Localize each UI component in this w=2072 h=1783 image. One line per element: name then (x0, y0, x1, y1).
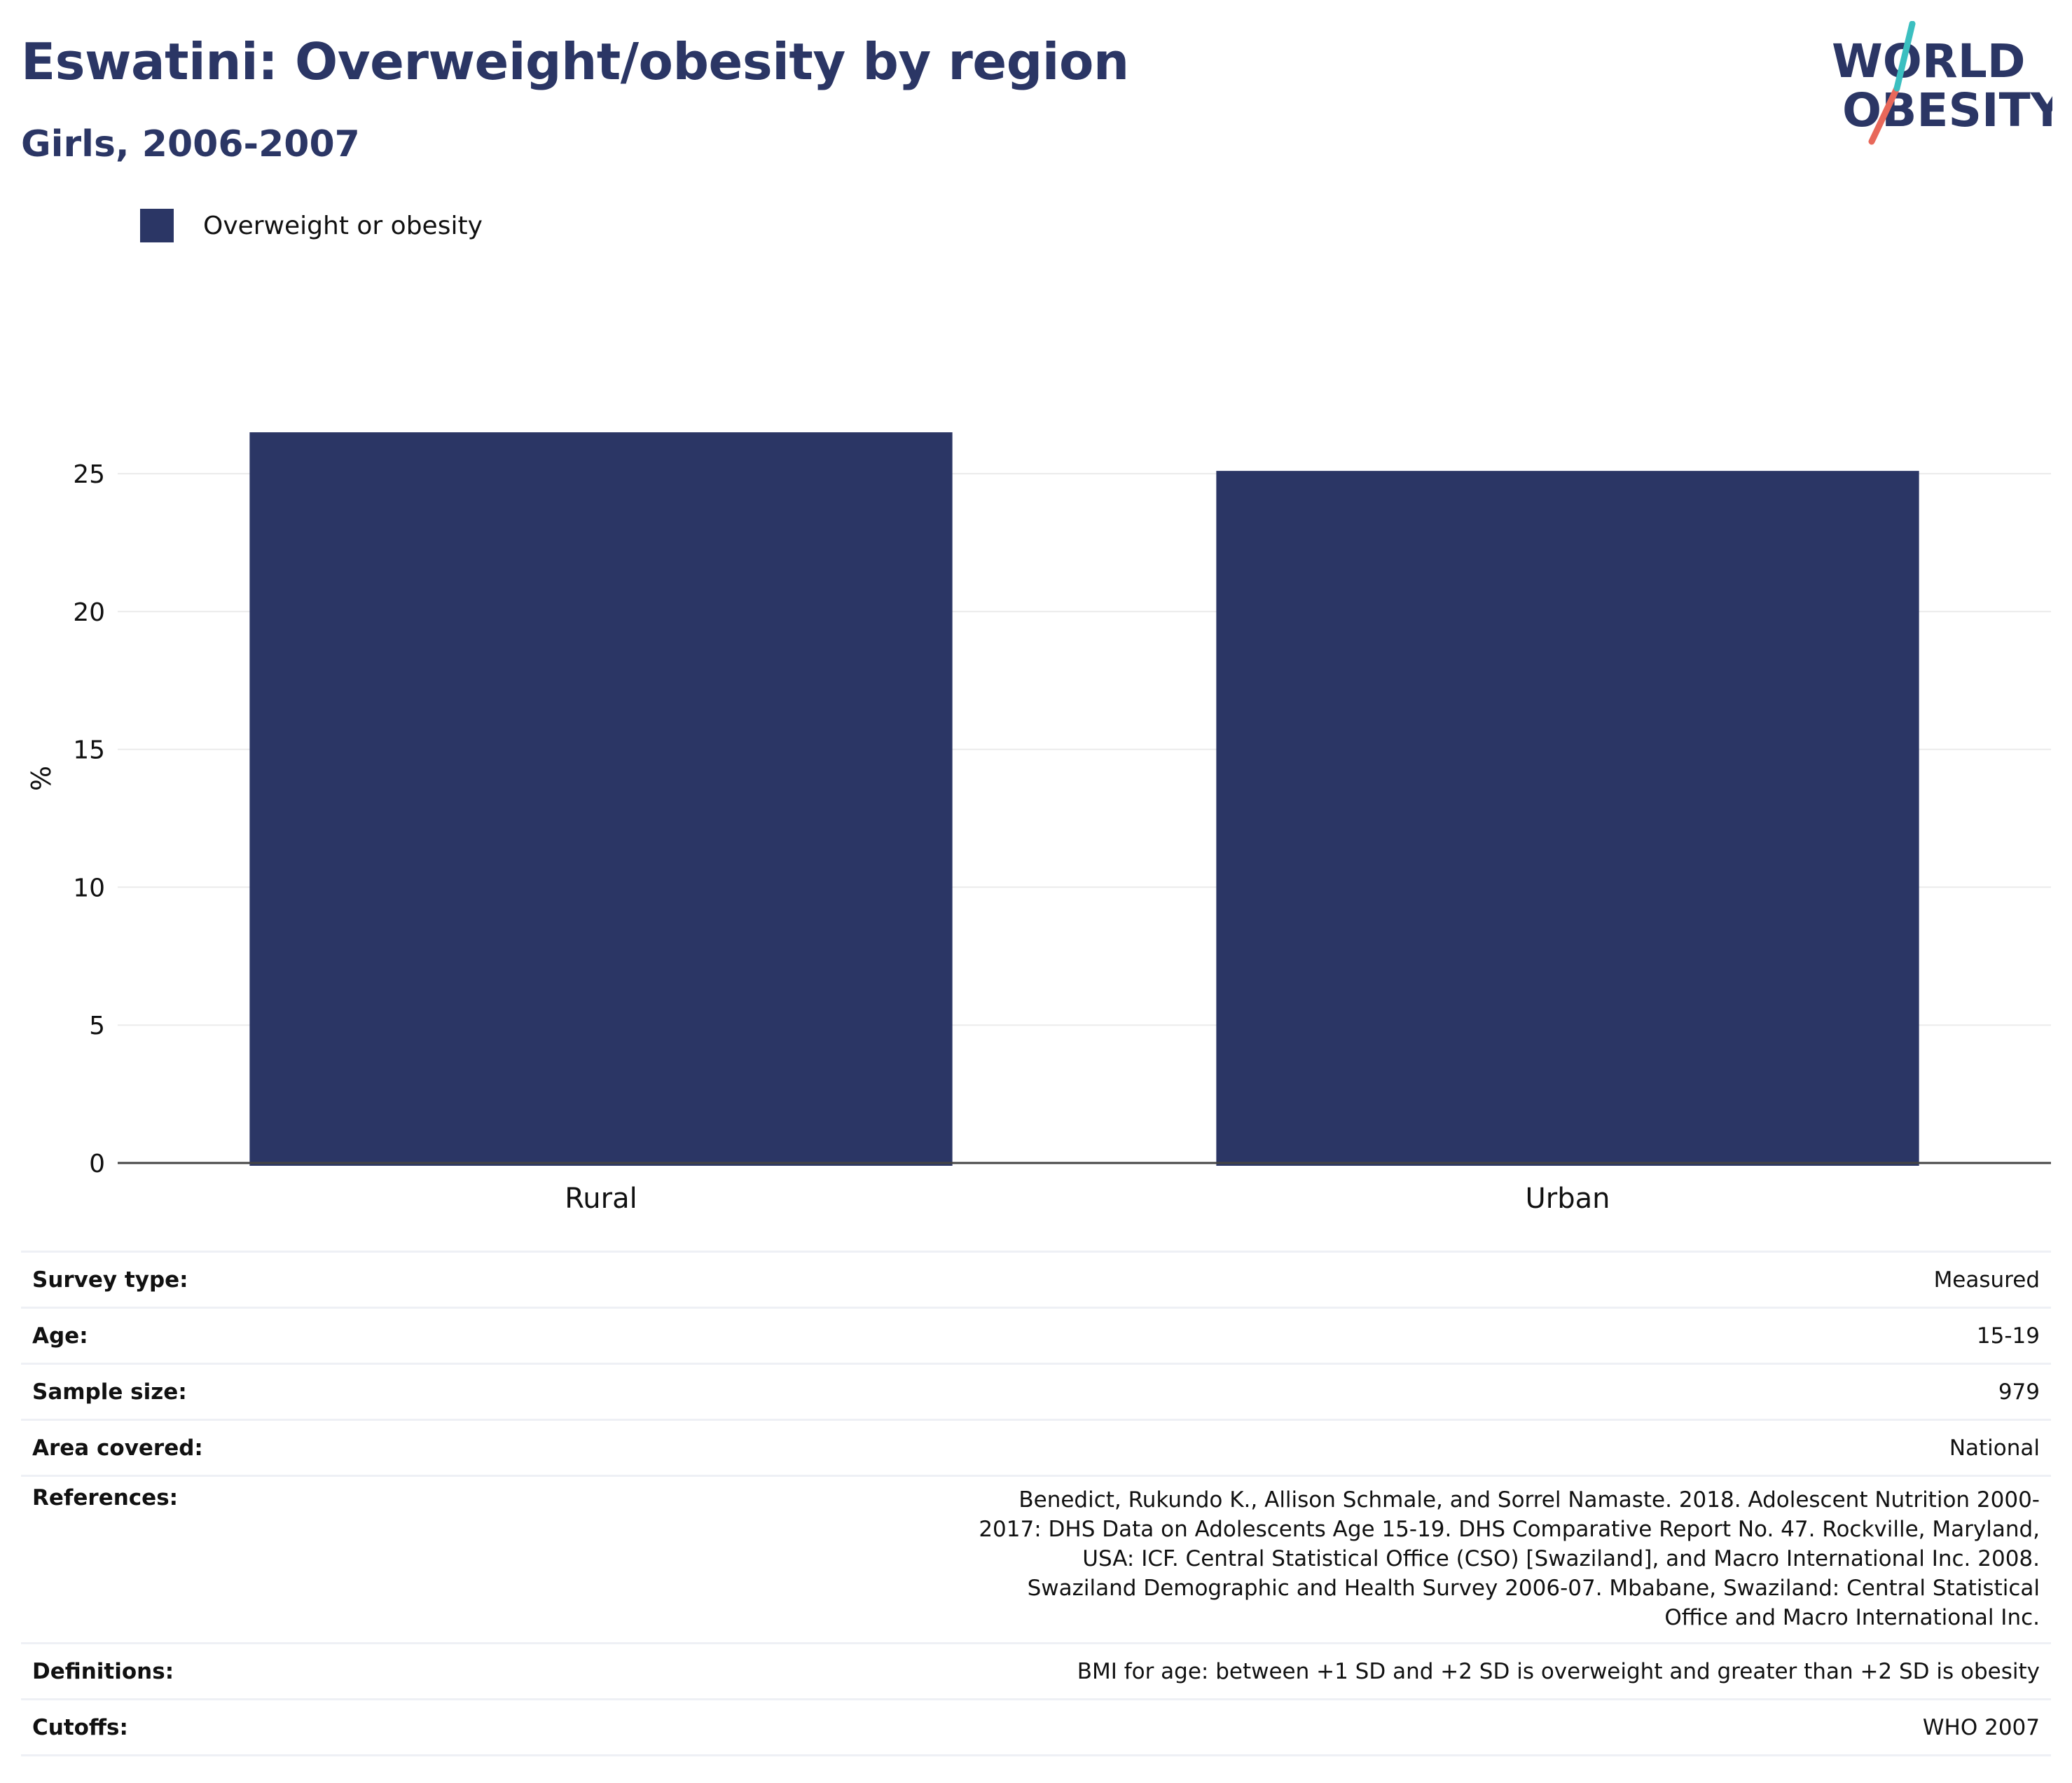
info-row: Cutoffs: WHO 2007 (21, 1699, 2051, 1756)
info-row: References: Benedict, Rukundo K., Allison… (21, 1475, 2051, 1644)
y-tick-label: 0 (89, 1150, 105, 1178)
y-tick-label: 10 (73, 874, 105, 902)
info-key: Cutoffs: (21, 1699, 464, 1756)
x-axis-labels: Rural Urban (565, 1183, 1610, 1215)
info-row: Survey type: Measured (21, 1251, 2051, 1309)
legend-swatch (140, 209, 174, 242)
info-value: 15-19 (464, 1307, 2051, 1365)
y-axis-title: % (26, 766, 57, 791)
legend-label: Overweight or obesity (203, 211, 483, 240)
chart-subtitle: Girls, 2006-2007 (21, 123, 360, 165)
info-row: Definitions: BMI for age: between +1 SD a… (21, 1643, 2051, 1700)
info-value: Measured (464, 1251, 2051, 1309)
y-tick-label: 25 (73, 460, 105, 489)
info-value: National (464, 1419, 2051, 1477)
y-tick-label: 15 (73, 736, 105, 765)
info-key: Area covered: (21, 1419, 464, 1477)
info-value: BMI for age: between +1 SD and +2 SD is … (464, 1643, 2051, 1700)
info-value: 979 (464, 1363, 2051, 1421)
info-key: Survey type: (21, 1251, 464, 1309)
bar-chart: 0 5 10 15 20 25 Rural Urban % (26, 432, 2051, 1215)
y-tick-label: 5 (89, 1012, 105, 1040)
bars (249, 432, 1919, 1166)
y-axis-ticks: 0 5 10 15 20 25 (73, 460, 105, 1178)
world-obesity-logo: WORLD OBESITY (1832, 21, 2052, 145)
x-tick-label: Rural (565, 1183, 637, 1215)
chart-title: Eswatini: Overweight/obesity by region (21, 32, 1129, 91)
info-key: Sample size: (21, 1363, 464, 1421)
y-tick-label: 20 (73, 598, 105, 627)
info-key: Age: (21, 1307, 464, 1365)
info-row: Age: 15-19 (21, 1307, 2051, 1365)
logo-slash-teal (1893, 21, 1916, 92)
bar-urban[interactable] (1216, 471, 1919, 1166)
info-value: WHO 2007 (464, 1699, 2051, 1756)
legend[interactable]: Overweight or obesity (140, 209, 483, 242)
info-key: References: (21, 1475, 464, 1644)
bar-rural[interactable] (249, 432, 953, 1166)
x-tick-label: Urban (1526, 1183, 1610, 1215)
info-value: Benedict, Rukundo K., Allison Schmale, a… (464, 1475, 2051, 1644)
info-key: Definitions: (21, 1643, 464, 1700)
logo-slash-coral (1868, 85, 1900, 145)
survey-info-table: Survey type: Measured Age: 15-19 Sample size… (21, 1251, 2051, 1756)
info-row: Sample size: 979 (21, 1363, 2051, 1421)
info-row: Area covered: National (21, 1419, 2051, 1477)
logo-text-world: WORLD (1832, 34, 2026, 88)
